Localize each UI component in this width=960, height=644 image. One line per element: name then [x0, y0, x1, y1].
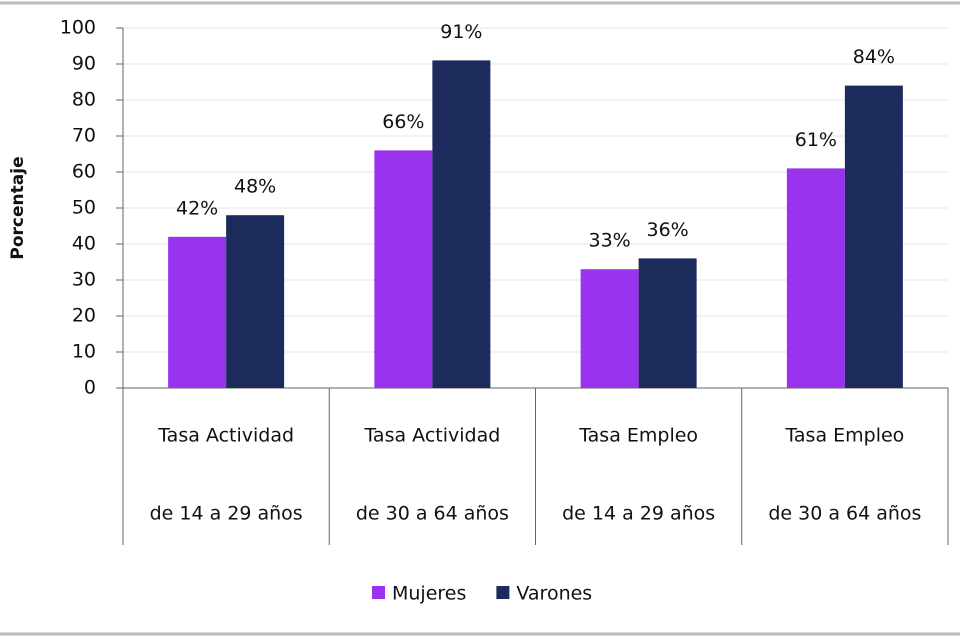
bar: [580, 269, 639, 388]
y-tick-label: 60: [72, 161, 96, 183]
y-tick-label: 70: [72, 125, 96, 147]
bar: [168, 236, 227, 388]
bar: [226, 215, 285, 388]
bar: [844, 85, 903, 388]
x-tick-label: de 14 a 29 años: [562, 503, 715, 525]
y-tick-label: 30: [72, 269, 96, 291]
x-tick-label: Tasa Actividad: [157, 425, 294, 447]
data-label: 36%: [647, 219, 689, 241]
data-label: 33%: [589, 230, 631, 252]
x-tick-label: de 14 a 29 años: [150, 503, 303, 525]
y-tick-label: 100: [60, 17, 96, 39]
y-tick-label: 40: [72, 233, 96, 255]
bar: [638, 258, 697, 388]
data-label: 61%: [795, 129, 837, 151]
data-label: 42%: [176, 197, 218, 219]
x-tick-label: de 30 a 64 años: [768, 503, 921, 525]
x-tick-label: de 30 a 64 años: [356, 503, 509, 525]
y-tick-label: 50: [72, 197, 96, 219]
bar: [374, 150, 433, 388]
y-tick-label: 80: [72, 89, 96, 111]
data-label: 66%: [382, 111, 424, 133]
x-tick-label: Tasa Empleo: [578, 425, 698, 447]
y-tick-label: 20: [72, 305, 96, 327]
legend-label: Mujeres: [392, 583, 466, 605]
bar: [432, 60, 491, 389]
data-label: 84%: [853, 46, 895, 68]
y-tick-label: 0: [84, 377, 96, 399]
data-label: 48%: [234, 176, 276, 198]
bar: [786, 168, 845, 388]
x-tick-label: Tasa Actividad: [363, 425, 500, 447]
y-tick-label: 90: [72, 53, 96, 75]
x-tick-label: Tasa Empleo: [784, 425, 904, 447]
legend-label: Varones: [516, 583, 592, 605]
y-tick-label: 10: [72, 341, 96, 363]
data-label: 91%: [440, 21, 482, 43]
legend-swatch: [496, 586, 510, 599]
y-axis-title: Porcentaje: [8, 156, 28, 259]
legend-swatch: [372, 586, 385, 599]
